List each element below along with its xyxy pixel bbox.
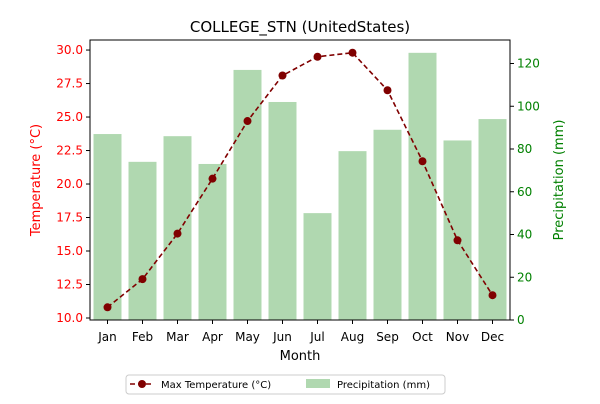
x-tick-label: Mar — [166, 330, 189, 344]
right-tick-label: 120 — [517, 57, 540, 71]
precipitation-bar — [408, 52, 437, 320]
temperature-point — [208, 174, 217, 183]
temperature-point — [243, 117, 252, 126]
right-tick-label: 40 — [517, 228, 532, 242]
legend: Max Temperature (°C) Precipitation (mm) — [125, 374, 446, 395]
left-y-axis: 10.0 12.5 15.0 17.5 20.0 22.5 25.0 27.5 30.0 — [56, 43, 90, 325]
x-tick-label: Aug — [341, 330, 364, 344]
legend-label-precipitation: Precipitation (mm) — [337, 380, 430, 391]
left-tick-label: 20.0 — [56, 177, 83, 191]
right-axis-label: Precipitation (mm) — [552, 120, 567, 241]
precipitation-bar — [198, 163, 227, 320]
x-tick-label: Jun — [272, 330, 292, 344]
precipitation-bar — [233, 69, 262, 320]
precipitation-bar — [93, 134, 122, 320]
right-tick-label: 100 — [517, 99, 540, 113]
temperature-point — [488, 291, 497, 300]
left-tick-label: 25.0 — [56, 110, 83, 124]
left-tick-label: 10.0 — [56, 311, 83, 325]
legend-line-marker — [138, 380, 146, 388]
x-tick-label: May — [235, 330, 260, 344]
precipitation-bar — [163, 136, 192, 320]
left-tick-label: 30.0 — [56, 43, 83, 57]
plot-frame — [89, 39, 511, 321]
x-tick-label: Oct — [412, 330, 433, 344]
temperature-point — [383, 86, 392, 95]
precipitation-bar — [303, 213, 332, 320]
right-tick-label: 0 — [517, 313, 525, 327]
right-y-axis: 0 20 40 60 80 100 120 — [510, 57, 540, 327]
legend-frame — [125, 374, 446, 395]
left-axis-label: Temperature (°C) — [29, 124, 44, 237]
left-tick-label: 12.5 — [56, 277, 83, 291]
right-tick-label: 80 — [517, 142, 532, 156]
left-tick-label: 27.5 — [56, 77, 83, 91]
temperature-line — [103, 48, 497, 312]
precipitation-bar — [478, 119, 507, 320]
x-tick-label: Jul — [309, 330, 324, 344]
legend-label-temperature: Max Temperature (°C) — [161, 380, 271, 391]
precipitation-bar — [338, 151, 367, 320]
x-tick-label: Feb — [132, 330, 153, 344]
temperature-point — [418, 157, 427, 166]
x-tick-label: Apr — [202, 330, 223, 344]
temperature-point — [103, 303, 112, 312]
precipitation-bar — [128, 161, 157, 320]
x-tick-label: Nov — [446, 330, 469, 344]
precipitation-bar — [268, 101, 297, 320]
temperature-point — [313, 52, 322, 61]
left-tick-label: 22.5 — [56, 144, 83, 158]
x-axis-label: Month — [280, 349, 321, 364]
left-tick-label: 17.5 — [56, 211, 83, 225]
temperature-point — [138, 275, 147, 284]
legend-bar-swatch — [306, 379, 330, 388]
x-tick-label: Jan — [97, 330, 117, 344]
temperature-line-path — [106, 51, 494, 308]
precipitation-bar — [443, 140, 472, 320]
precipitation-bar — [373, 129, 402, 320]
chart-title: COLLEGE_STN (UnitedStates) — [190, 18, 410, 37]
right-tick-label: 20 — [517, 270, 532, 284]
left-tick-label: 15.0 — [56, 244, 83, 258]
temperature-point — [173, 229, 182, 238]
temperature-point — [348, 48, 357, 57]
precipitation-bars — [93, 52, 507, 320]
right-tick-label: 60 — [517, 185, 532, 199]
temperature-point — [278, 71, 287, 80]
x-tick-label: Sep — [376, 330, 399, 344]
x-tick-label: Dec — [481, 330, 504, 344]
temperature-point — [453, 236, 462, 245]
x-axis: Jan Feb Mar Apr May Jun Jul Aug Sep Oct Nov Dec — [97, 320, 504, 344]
